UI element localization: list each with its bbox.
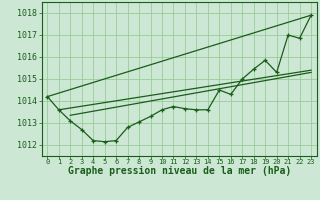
X-axis label: Graphe pression niveau de la mer (hPa): Graphe pression niveau de la mer (hPa) — [68, 166, 291, 176]
